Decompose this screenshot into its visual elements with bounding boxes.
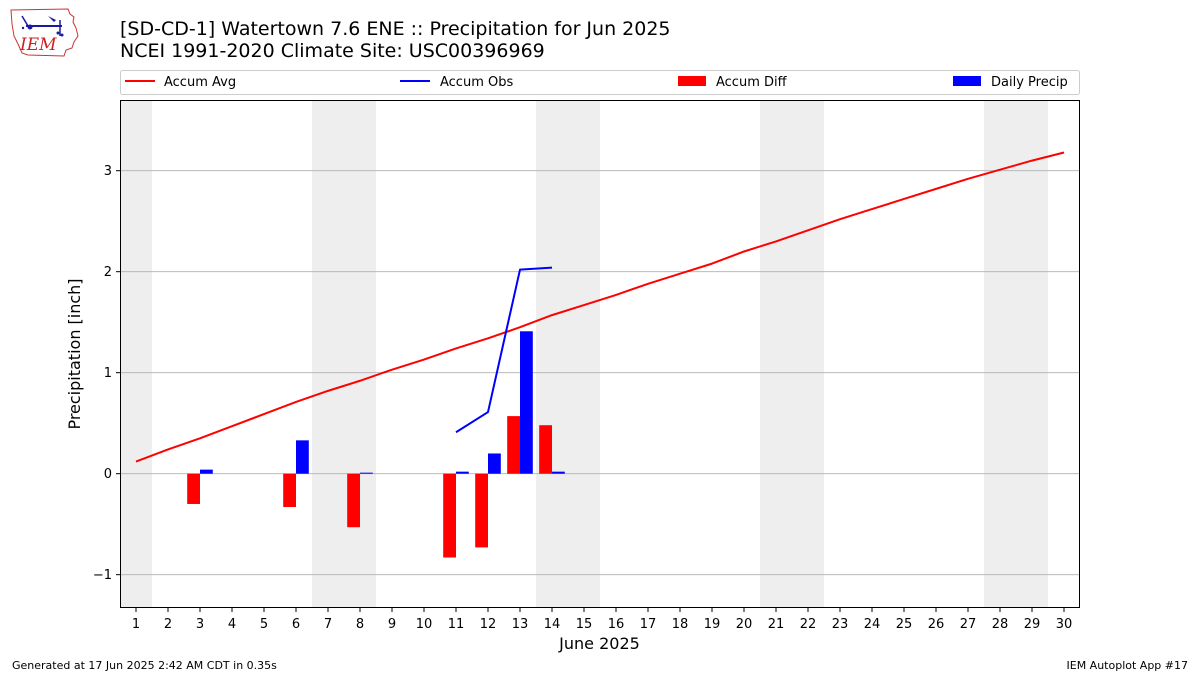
y-tick-label: 2 bbox=[104, 265, 112, 280]
x-tick-label: 12 bbox=[480, 617, 497, 632]
x-tick-label: 5 bbox=[260, 617, 268, 632]
x-tick-label: 6 bbox=[292, 617, 300, 632]
x-tick-label: 7 bbox=[324, 617, 332, 632]
x-tick-label: 4 bbox=[228, 617, 236, 632]
weekend-band-day-7 bbox=[312, 100, 344, 608]
x-tick-label: 23 bbox=[832, 617, 849, 632]
accum-diff-bar-day-14 bbox=[539, 425, 552, 474]
x-tick-label: 9 bbox=[388, 617, 396, 632]
x-tick-label: 24 bbox=[864, 617, 881, 632]
x-tick-label: 8 bbox=[356, 617, 364, 632]
accum-diff-bar-day-11 bbox=[443, 473, 456, 558]
logo-text: IEM bbox=[19, 35, 57, 55]
x-tick-label: 16 bbox=[608, 617, 625, 632]
gridlines bbox=[120, 170, 1080, 576]
title-line-1: [SD-CD-1] Watertown 7.6 ENE :: Precipita… bbox=[120, 18, 671, 40]
x-axis-title: June 2025 bbox=[558, 634, 640, 653]
y-tick-label: 3 bbox=[104, 164, 112, 179]
x-tick-label: 25 bbox=[896, 617, 913, 632]
weekend-shading bbox=[120, 100, 1048, 608]
daily-precip-bar-day-14 bbox=[552, 471, 565, 474]
accum-diff-bar-day-12 bbox=[475, 473, 488, 548]
accum-diff-bar-day-13 bbox=[507, 416, 520, 474]
daily-precip-bar-day-3 bbox=[200, 469, 213, 474]
daily-precip-bar-day-6 bbox=[296, 440, 309, 474]
x-tick-label: 3 bbox=[196, 617, 204, 632]
x-tick-label: 29 bbox=[1024, 617, 1041, 632]
accum-diff-bar-day-6 bbox=[283, 473, 296, 508]
app-label: IEM Autoplot App #17 bbox=[1066, 659, 1189, 672]
y-axis-ticks: −1 0 1 2 3 bbox=[93, 164, 120, 583]
iem-logo-graphic: IEM bbox=[10, 8, 79, 57]
weekend-band-day-21 bbox=[760, 100, 792, 608]
x-tick-label: 11 bbox=[448, 617, 465, 632]
x-tick-label: 18 bbox=[672, 617, 689, 632]
y-axis-title: Precipitation [inch] bbox=[65, 278, 84, 429]
weekend-band-day-29 bbox=[1016, 100, 1048, 608]
accum-avg-line bbox=[135, 151, 1065, 463]
y-tick-label: 0 bbox=[104, 467, 112, 482]
x-tick-label: 19 bbox=[704, 617, 721, 632]
accum-diff-bar-day-3 bbox=[187, 473, 200, 504]
weekend-band-day-8 bbox=[344, 100, 376, 608]
x-tick-label: 1 bbox=[132, 617, 140, 632]
chart-title: [SD-CD-1] Watertown 7.6 ENE :: Precipita… bbox=[120, 18, 671, 62]
y-tick-label: −1 bbox=[93, 568, 112, 583]
x-tick-label: 26 bbox=[928, 617, 945, 632]
y-tick-label: 1 bbox=[104, 366, 112, 381]
x-axis-ticks: 1 2 3 4 5 6 7 8 9 10 11 12 13 14 15 16 17 18 19 20 21 22 23 24 2… bbox=[132, 608, 1072, 632]
legend-label-accum-obs: Accum Obs bbox=[440, 75, 513, 90]
x-tick-label: 21 bbox=[768, 617, 785, 632]
weekend-band-day-15 bbox=[568, 100, 600, 608]
legend-swatch-accum-diff bbox=[678, 76, 706, 86]
x-tick-label: 13 bbox=[512, 617, 529, 632]
generated-timestamp: Generated at 17 Jun 2025 2:42 AM CDT in … bbox=[12, 659, 277, 672]
x-tick-label: 20 bbox=[736, 617, 753, 632]
weekend-band-day-14 bbox=[536, 100, 568, 608]
x-tick-label: 28 bbox=[992, 617, 1009, 632]
bar-series bbox=[187, 331, 565, 558]
legend: Accum Avg Accum Obs Accum Diff Daily Pre… bbox=[120, 70, 1080, 95]
weekend-band-day-22 bbox=[792, 100, 824, 608]
daily-precip-bar-day-11 bbox=[456, 471, 469, 474]
x-tick-label: 10 bbox=[416, 617, 433, 632]
x-tick-label: 30 bbox=[1056, 617, 1073, 632]
legend-label-accum-diff: Accum Diff bbox=[716, 75, 788, 90]
x-tick-label: 17 bbox=[640, 617, 657, 632]
legend-label-accum-avg: Accum Avg bbox=[164, 75, 236, 90]
x-tick-label: 22 bbox=[800, 617, 817, 632]
iem-logo: IEM bbox=[8, 6, 82, 62]
title-line-2: NCEI 1991-2020 Climate Site: USC00396969 bbox=[120, 40, 545, 62]
daily-precip-bar-day-13 bbox=[520, 331, 533, 474]
x-tick-label: 14 bbox=[544, 617, 561, 632]
weekend-band-day-1 bbox=[120, 100, 152, 608]
accum-diff-bar-day-8 bbox=[347, 473, 360, 528]
daily-precip-bar-day-12 bbox=[488, 453, 501, 474]
accum-obs-line bbox=[455, 266, 553, 434]
legend-frame bbox=[120, 70, 1080, 95]
plot-frame bbox=[120, 100, 1080, 608]
x-tick-label: 2 bbox=[164, 617, 172, 632]
legend-label-daily-precip: Daily Precip bbox=[991, 75, 1068, 90]
line-series bbox=[135, 151, 1065, 463]
daily-precip-bar-day-8 bbox=[360, 472, 373, 474]
x-tick-label: 15 bbox=[576, 617, 593, 632]
x-tick-label: 27 bbox=[960, 617, 977, 632]
legend-swatch-daily-precip bbox=[953, 76, 981, 86]
weekend-band-day-28 bbox=[984, 100, 1016, 608]
